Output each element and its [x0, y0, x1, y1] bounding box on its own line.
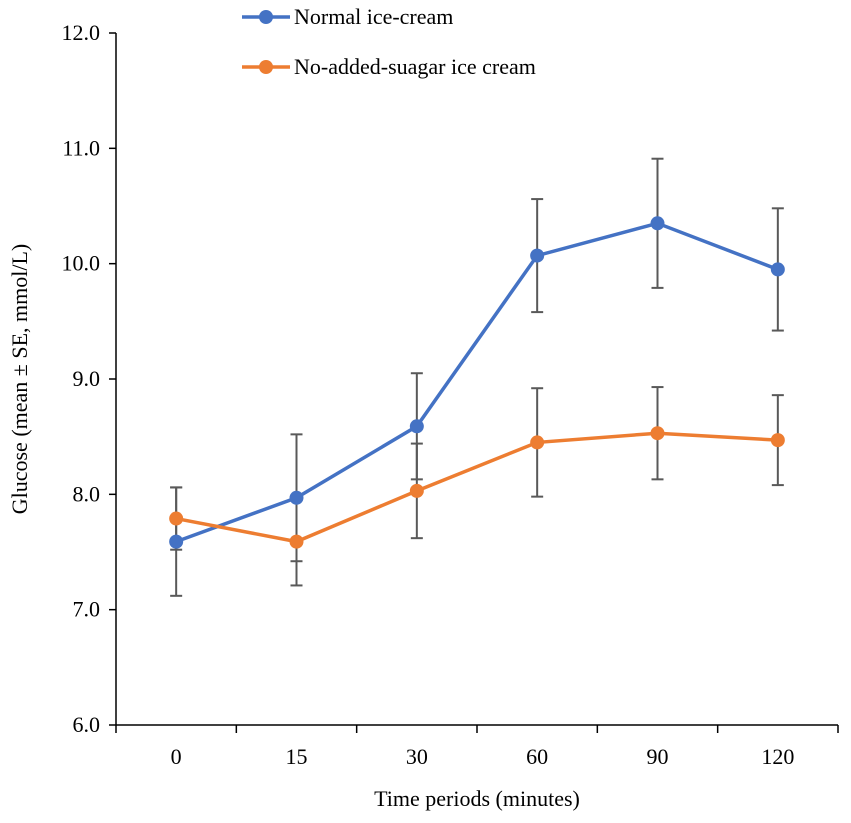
legend-marker [259, 10, 273, 24]
x-tick-label: 0 [171, 744, 182, 769]
series-line [175, 431, 778, 544]
y-axis-label: Glucose (mean ± SE, mmol/L) [7, 244, 32, 515]
series-1 [169, 216, 785, 549]
x-axis-label: Time periods (minutes) [374, 786, 580, 811]
data-point [289, 490, 304, 505]
y-tick-label: 7.0 [73, 597, 101, 622]
data-point [169, 534, 184, 549]
legend-label: Normal ice-cream [294, 4, 453, 29]
data-point [530, 435, 545, 450]
data-point [409, 419, 424, 434]
data-point [770, 433, 785, 448]
series-2 [169, 426, 785, 549]
data-point [650, 216, 665, 231]
axes: 6.0 7.0 8.0 9.0 10.0 11.0 12.0 0 15 30 60 90 120 [62, 20, 839, 769]
y-tick-label: 8.0 [73, 481, 101, 506]
error-bars [170, 157, 784, 597]
data-point [770, 262, 785, 277]
legend-item: No-added-suagar ice cream [242, 54, 536, 79]
legend: Normal ice-cream No-added-suagar ice crea… [242, 4, 536, 79]
legend-marker [259, 60, 273, 74]
y-tick-label: 12.0 [62, 20, 101, 45]
x-tick-label: 90 [647, 744, 669, 769]
x-tick-label: 120 [761, 744, 794, 769]
y-tick-label: 10.0 [62, 251, 101, 276]
y-tick-label: 6.0 [73, 712, 101, 737]
data-point [650, 426, 665, 441]
legend-item: Normal ice-cream [242, 4, 453, 29]
data-point [289, 534, 304, 549]
series-line [175, 221, 779, 544]
y-tick-label: 9.0 [73, 366, 101, 391]
x-tick-label: 15 [286, 744, 308, 769]
data-point [409, 483, 424, 498]
legend-label: No-added-suagar ice cream [294, 54, 536, 79]
data-point [530, 248, 545, 263]
x-tick-label: 60 [526, 744, 548, 769]
series-lines [169, 216, 785, 549]
x-tick-label: 30 [406, 744, 428, 769]
y-tick-label: 11.0 [62, 135, 100, 160]
data-point [169, 511, 184, 526]
